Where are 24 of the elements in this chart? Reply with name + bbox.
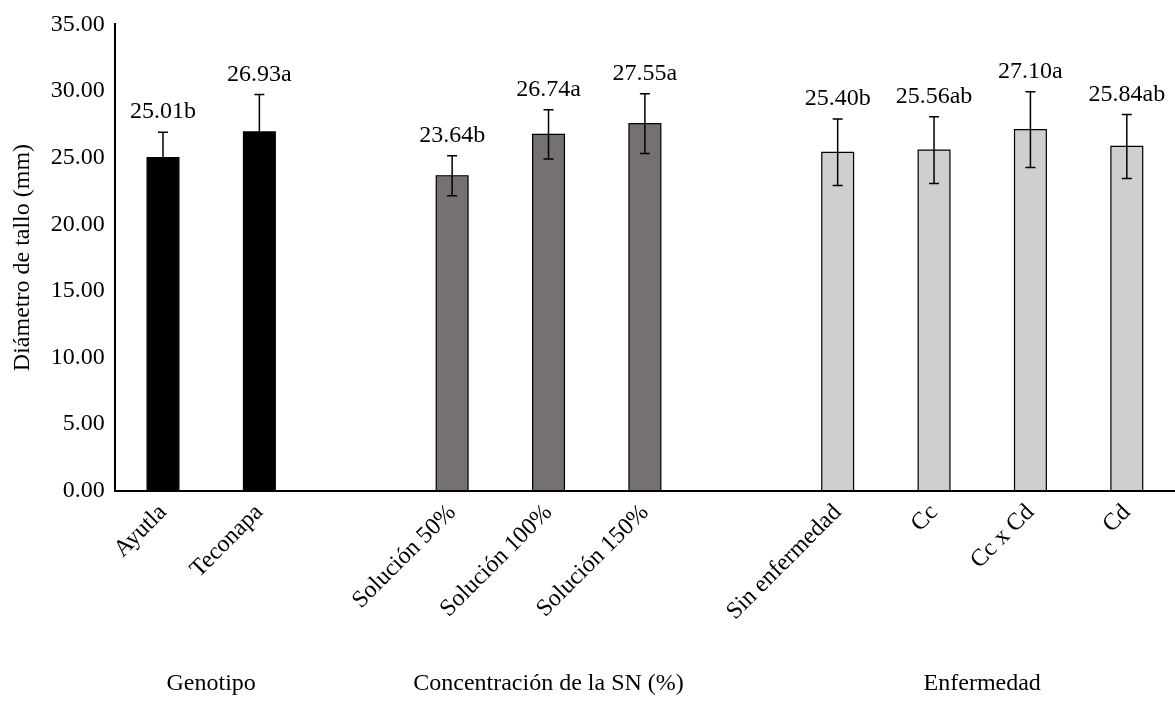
- data-label: 27.55a: [612, 58, 678, 85]
- text: Enfermedad: [923, 669, 1041, 695]
- y-tick-label: 10.00: [50, 342, 105, 369]
- y-tick-label: 35.00: [50, 9, 105, 36]
- x-tick-label: Cc: [904, 498, 943, 536]
- y-tick-label: 25.00: [50, 142, 105, 169]
- y-tick-label: 5.00: [62, 409, 105, 436]
- y-tick-label: 20.00: [50, 209, 105, 236]
- x-tick-label: Cd: [1096, 498, 1135, 537]
- data-label: 23.64b: [419, 121, 486, 148]
- y-tick-label: 0.00: [62, 475, 105, 502]
- data-label: 26.74a: [516, 75, 582, 102]
- text: Concentración de la SN (%): [413, 669, 684, 695]
- y-tick-label: 30.00: [50, 76, 105, 103]
- y-axis-title: Diámetro de tallo (mm): [7, 143, 34, 372]
- data-label: 25.40b: [804, 84, 871, 111]
- y-tick-label: 15.00: [50, 276, 105, 303]
- text: Genotipo: [166, 669, 256, 695]
- data-label: 25.56ab: [895, 82, 973, 109]
- data-label: 25.84ab: [1088, 79, 1166, 106]
- x-tick-label: Cc x Cd: [964, 498, 1039, 573]
- data-label: 25.01b: [129, 97, 196, 124]
- data-label: 27.10a: [998, 56, 1064, 83]
- data-label: 26.93a: [227, 59, 293, 86]
